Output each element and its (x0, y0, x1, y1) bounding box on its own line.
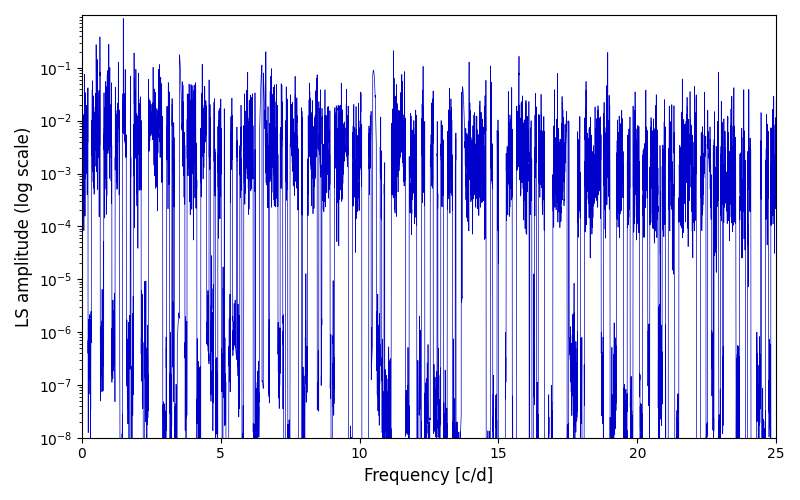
X-axis label: Frequency [c/d]: Frequency [c/d] (364, 467, 494, 485)
Y-axis label: LS amplitude (log scale): LS amplitude (log scale) (15, 126, 33, 326)
